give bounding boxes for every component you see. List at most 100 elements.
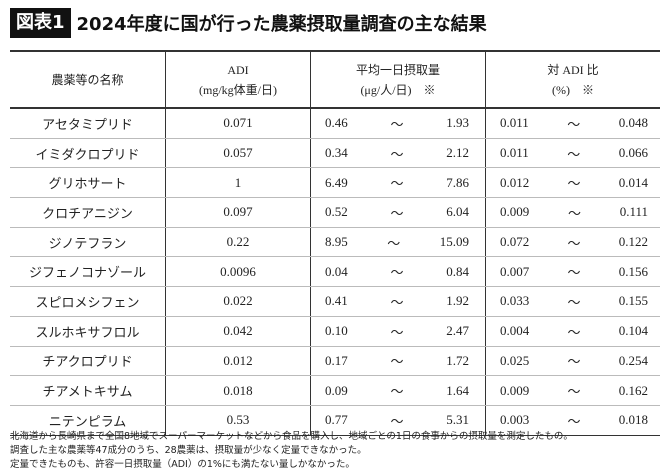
title: 2024年度に国が行った農薬摂取量調査の主な結果	[76, 14, 487, 35]
intake-min: 0.77	[325, 412, 348, 428]
ratio-min: 0.025	[500, 352, 530, 368]
adi-cell: 1	[165, 168, 310, 198]
ratio-max: 0.014	[618, 174, 648, 190]
note: 北海道から長崎県まで全国8地域でスーパーマーケットなどから食品を購入し、地域ごと…	[10, 431, 573, 442]
name-cell: スルホキサフロル	[35, 324, 140, 340]
range-sep: ～	[390, 413, 404, 429]
adi-cell: 0.012	[165, 346, 310, 376]
intake-min: 0.04	[325, 263, 348, 279]
figure-label: 図表1	[10, 8, 71, 38]
ratio-min: 0.009	[500, 382, 530, 398]
range-sep: ～	[387, 235, 401, 251]
table-row: グリホサート 1 6.49 ～ 7.86 0.012 ～ 0.014	[10, 167, 660, 198]
intake-max: 6.04	[446, 204, 469, 220]
intake-min: 0.41	[325, 293, 348, 309]
range-sep: ～	[567, 116, 581, 132]
note: 調査した主な農薬等47成分のうち、28農薬は、摂取量が少なく定量できなかった。	[10, 445, 367, 456]
ratio-max: 0.048	[618, 115, 648, 131]
intake-max: 0.84	[446, 263, 469, 279]
range-sep: ～	[390, 384, 404, 400]
header-text: (%) ※	[552, 82, 594, 97]
ratio-cell: 0.003 ～ 0.018	[485, 405, 660, 435]
ratio-min: 0.072	[500, 234, 530, 250]
table-row: ジフェノコナゾール 0.0096 0.04 ～ 0.84 0.007 ～ 0.156	[10, 256, 660, 287]
ratio-min: 0.009	[500, 204, 530, 220]
table-row: チアクロプリド 0.012 0.17 ～ 1.72 0.025 ～ 0.254	[10, 345, 660, 376]
header-cell: ADI (mg/kg体重/日)	[165, 52, 310, 107]
range-sep: ～	[567, 265, 581, 281]
ratio-cell: 0.011 ～ 0.066	[485, 138, 660, 168]
intake-cell: 0.04 ～ 0.84	[310, 257, 485, 287]
table: 農薬等の名称 ADI (mg/kg体重/日) 平均一日摂取量 (μg/人/日) ※ 対 A…	[10, 50, 660, 436]
header-cell: 平均一日摂取量 (μg/人/日) ※	[310, 52, 485, 107]
table-row: イミダクロプリド 0.057 0.34 ～ 2.12 0.011 ～ 0.066	[10, 137, 660, 168]
intake-max: 15.09	[439, 234, 469, 250]
range-sep: ～	[390, 294, 404, 310]
range-sep: ～	[567, 176, 581, 192]
intake-min: 0.46	[325, 115, 348, 131]
intake-min: 0.09	[325, 382, 348, 398]
ratio-min: 0.033	[500, 293, 530, 309]
name-cell: アセタミプリド	[42, 116, 133, 132]
table-row: ニテンピラム 0.53 0.77 ～ 5.31 0.003 ～ 0.018	[10, 404, 660, 435]
ratio-min: 0.003	[500, 412, 530, 428]
header-text: 農薬等の名称	[51, 72, 124, 87]
range-sep: ～	[390, 265, 404, 281]
adi-cell: 0.057	[165, 138, 310, 168]
table-row: アセタミプリド 0.071 0.46 ～ 1.93 0.011 ～ 0.048	[10, 109, 660, 138]
table-row: クロチアニジン 0.097 0.52 ～ 6.04 0.009 ～ 0.111	[10, 197, 660, 227]
intake-min: 8.95	[325, 234, 348, 250]
header-text: 対 ADI 比	[547, 62, 599, 77]
range-sep: ～	[390, 116, 404, 132]
intake-min: 6.49	[325, 174, 348, 190]
name-cell: チアクロプリド	[42, 354, 133, 370]
table-row: スピロメシフェン 0.022 0.41 ～ 1.92 0.033 ～ 0.155	[10, 286, 660, 316]
intake-max: 1.93	[446, 115, 469, 131]
adi-cell: 0.0096	[165, 257, 310, 287]
header-text: (μg/人/日) ※	[360, 82, 436, 97]
header-row: 農薬等の名称 ADI (mg/kg体重/日) 平均一日摂取量 (μg/人/日) ※ 対 A…	[10, 52, 660, 109]
ratio-max: 0.122	[618, 234, 648, 250]
adi-cell: 0.042	[165, 316, 310, 346]
table-row: チアメトキサム 0.018 0.09 ～ 1.64 0.009 ～ 0.162	[10, 375, 660, 405]
name-cell: クロチアニジン	[42, 205, 133, 221]
ratio-max: 0.111	[619, 204, 648, 220]
intake-max: 5.31	[446, 412, 469, 428]
range-sep: ～	[567, 146, 581, 162]
adi-cell: 0.071	[165, 109, 310, 138]
range-sep: ～	[567, 205, 581, 221]
adi-cell: 0.22	[165, 227, 310, 257]
range-sep: ～	[567, 294, 581, 310]
intake-cell: 0.41 ～ 1.92	[310, 287, 485, 316]
name-cell: スピロメシフェン	[35, 294, 140, 310]
name-cell: ジフェノコナゾール	[28, 265, 146, 281]
note: 定量できたものも、許容一日摂取量（ADI）の1%にも満たない量しかなかった。	[10, 459, 355, 470]
table-row: スルホキサフロル 0.042 0.10 ～ 2.47 0.004 ～ 0.104	[10, 315, 660, 346]
range-sep: ～	[567, 413, 581, 429]
adi-cell: 0.022	[165, 287, 310, 316]
range-sep: ～	[390, 205, 404, 221]
intake-max: 1.64	[446, 382, 469, 398]
ratio-cell: 0.033 ～ 0.155	[485, 287, 660, 316]
intake-cell: 0.10 ～ 2.47	[310, 316, 485, 346]
ratio-max: 0.155	[618, 293, 648, 309]
ratio-min: 0.012	[500, 174, 530, 190]
adi-cell: 0.097	[165, 198, 310, 227]
ratio-max: 0.156	[618, 263, 648, 279]
intake-min: 0.52	[325, 204, 348, 220]
header: 図表1 2024年度に国が行った農薬摂取量調査の主な結果	[10, 8, 487, 38]
intake-max: 2.47	[446, 323, 469, 339]
name-cell: チアメトキサム	[42, 384, 133, 400]
intake-cell: 0.17 ～ 1.72	[310, 346, 485, 376]
adi-cell: 0.018	[165, 376, 310, 405]
ratio-min: 0.004	[500, 323, 530, 339]
range-sep: ～	[390, 146, 404, 162]
intake-max: 2.12	[446, 145, 469, 161]
ratio-min: 0.007	[500, 263, 530, 279]
name-cell: イミダクロプリド	[35, 146, 140, 162]
table-row: ジノテフラン 0.22 8.95 ～ 15.09 0.072 ～ 0.122	[10, 226, 660, 257]
range-sep: ～	[390, 324, 404, 340]
intake-cell: 0.46 ～ 1.93	[310, 109, 485, 138]
ratio-cell: 0.025 ～ 0.254	[485, 346, 660, 376]
